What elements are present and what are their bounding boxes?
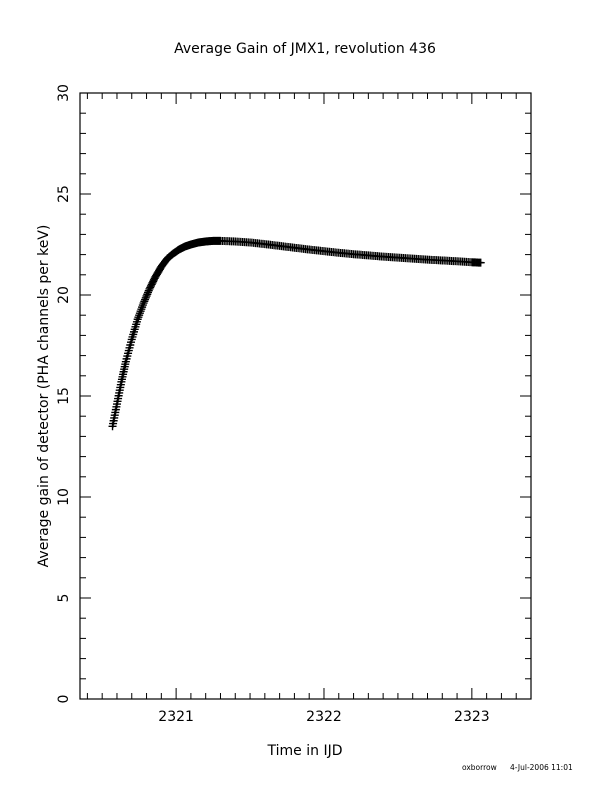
chart-title: Average Gain of JMX1, revolution 436	[174, 41, 436, 57]
x-tick-label: 2322	[306, 709, 342, 725]
y-tick-label: 25	[56, 185, 72, 203]
y-tick-label: 20	[56, 286, 72, 304]
y-tick-label: 0	[56, 695, 72, 704]
plot-frame	[79, 92, 532, 700]
data-point	[141, 295, 150, 304]
y-tick-label: 15	[56, 387, 72, 405]
data-point	[140, 297, 149, 306]
data-point	[142, 292, 151, 301]
data-point	[144, 288, 153, 297]
x-tick-label: 2321	[158, 709, 194, 725]
data-point	[141, 293, 150, 302]
y-tick-label: 5	[56, 594, 72, 603]
x-axis-label: Time in IJD	[267, 743, 343, 759]
data-point	[139, 299, 148, 308]
data-point	[143, 290, 152, 299]
axis-ticks	[80, 92, 532, 700]
footer-user: oxborrow	[462, 763, 497, 772]
y-tick-label: 10	[56, 488, 72, 506]
footer-timestamp: 4-Jul-2006 11:01	[510, 763, 573, 772]
data-points	[108, 236, 485, 431]
y-tick-label: 30	[56, 84, 72, 102]
axis-tick-labels: 0 5 10 15 20 25 30 2321 2322 2323	[56, 84, 490, 725]
data-point	[476, 258, 485, 267]
x-tick-label: 2323	[454, 709, 490, 725]
y-axis-label: Average gain of detector (PHA channels p…	[36, 225, 52, 568]
